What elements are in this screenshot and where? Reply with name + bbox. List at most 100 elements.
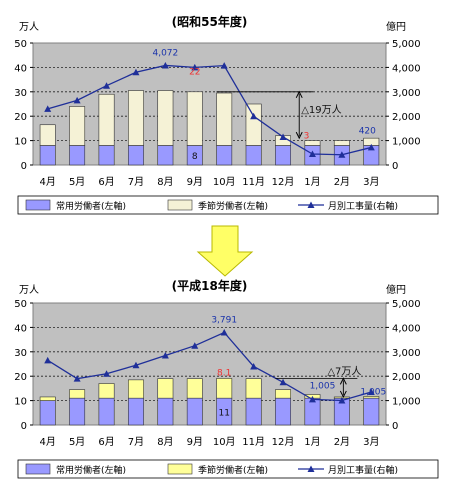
left-axis-unit: 万人	[19, 284, 39, 296]
right-tick-label: 2,000	[392, 112, 421, 123]
chart-title: (昭和55年度)	[172, 14, 248, 29]
bar-seasonal-workers	[245, 378, 262, 399]
x-tick-label: 6月	[98, 176, 114, 188]
right-tick-label: 0	[392, 421, 398, 432]
line-point-marker	[132, 68, 140, 76]
right-tick-label: 5,000	[392, 39, 421, 50]
bar-seasonal-workers	[157, 378, 174, 399]
left-tick-label: 30	[14, 348, 27, 359]
line-point-marker	[250, 112, 258, 120]
left-axis-unit: 万人	[19, 21, 39, 33]
x-tick-label: 2月	[334, 176, 350, 188]
bar-regular-workers	[98, 145, 115, 166]
line-point-marker	[338, 396, 346, 404]
x-tick-label: 2月	[334, 436, 350, 448]
legend-seasonal-workers: 季節労働者(左軸)	[198, 464, 268, 476]
bar-regular-workers	[245, 397, 262, 426]
legend-swatch	[167, 463, 193, 475]
bar-seasonal-workers	[157, 90, 174, 146]
right-tick-label: 4,000	[392, 323, 421, 334]
line-point-marker	[220, 328, 228, 336]
bar-regular-workers	[69, 145, 86, 166]
x-tick-label: 9月	[187, 436, 203, 448]
delta-arrow-head-up	[339, 377, 347, 385]
bar-seasonal-workers	[333, 140, 350, 146]
delta-arrow-head-down	[339, 390, 347, 399]
delta-arrow-head-up	[295, 90, 303, 99]
legend-swatch	[167, 199, 193, 211]
bar-seasonal-workers	[69, 389, 86, 399]
line-point-marker	[73, 375, 81, 382]
line-point-marker	[250, 362, 258, 370]
bar-regular-workers	[186, 397, 203, 426]
legend-construction-volume: 月別工事量(右軸)	[328, 200, 398, 212]
line-point-marker	[367, 388, 375, 396]
line-point-marker	[279, 378, 287, 386]
legend-regular-workers: 常用労働者(左軸)	[56, 464, 126, 476]
annotation-volume-low: 420	[359, 126, 376, 136]
bar-seasonal-workers	[363, 396, 380, 399]
bar-regular-workers	[216, 145, 233, 166]
right-tick-label: 3,000	[392, 88, 421, 99]
left-tick-label: 20	[14, 372, 27, 383]
annotation-worker-decrease: △19万人	[301, 104, 341, 116]
line-point-marker	[367, 143, 375, 151]
legend-box	[17, 195, 439, 215]
bar-seasonal-workers	[304, 140, 321, 146]
line-point-marker	[103, 370, 111, 377]
bar-regular-workers	[275, 397, 291, 426]
legend-box	[17, 459, 439, 479]
line-point-marker	[338, 151, 346, 158]
bar-regular-workers	[39, 400, 56, 426]
bar-regular-workers	[128, 145, 144, 166]
x-tick-label: 3月	[363, 176, 379, 188]
left-tick-label: 40	[14, 323, 27, 334]
bar-regular-workers	[98, 397, 115, 426]
x-tick-label: 8月	[157, 176, 173, 188]
bar-seasonal-workers	[39, 124, 56, 146]
bar-regular-workers	[245, 145, 262, 166]
x-tick-label: 11月	[242, 436, 265, 448]
x-tick-label: 12月	[272, 436, 295, 448]
right-tick-label: 0	[392, 161, 398, 172]
line-point-marker	[44, 356, 52, 364]
legend-construction-volume: 月別工事量(右軸)	[328, 464, 398, 476]
line-point-marker	[191, 63, 199, 71]
chart-title: (平成18年度)	[172, 278, 248, 293]
annotation-seasonal-low: 3	[304, 132, 310, 142]
annotation-regular-workers: 8	[192, 152, 198, 162]
left-tick-label: 20	[14, 112, 27, 123]
down-arrow-shape	[196, 225, 254, 277]
line-point-marker	[161, 351, 169, 359]
annotation-seasonal-peak: 22	[189, 68, 200, 78]
x-tick-label: 11月	[242, 176, 265, 188]
bar-seasonal-workers	[186, 378, 203, 399]
plot-area	[32, 42, 387, 166]
annotation-seasonal-peak: 8.1	[217, 368, 231, 378]
x-tick-label: 12月	[272, 176, 295, 188]
legend-marker	[307, 465, 315, 472]
bar-seasonal-workers	[98, 93, 115, 146]
bar-seasonal-workers	[186, 91, 203, 146]
line-point-marker	[308, 395, 316, 403]
annotation-regular-workers: 11	[218, 409, 229, 419]
right-tick-label: 1,000	[392, 397, 421, 408]
x-tick-label: 5月	[69, 436, 85, 448]
annotation-volume-low: 1,005	[310, 381, 336, 391]
x-tick-label: 5月	[69, 176, 85, 188]
line-point-marker	[73, 96, 81, 104]
line-point-marker	[161, 61, 169, 69]
bar-seasonal-workers	[69, 106, 86, 146]
right-tick-label: 3,000	[392, 348, 421, 359]
line-point-marker	[44, 105, 52, 112]
line-point-marker	[220, 62, 228, 69]
bar-regular-workers	[157, 397, 174, 426]
bar-seasonal-workers	[245, 103, 262, 146]
x-tick-label: 7月	[128, 436, 144, 448]
bar-seasonal-workers	[275, 389, 291, 399]
chart-panel-heisei18: (平成18年度) 万人 億円 0 10 20 30 40 50 0 1,000 2,000 3,000 4…	[14, 278, 439, 479]
x-tick-label: 4月	[40, 176, 56, 188]
right-tick-label: 5,000	[392, 299, 421, 310]
delta-arrow-head-down	[295, 131, 303, 140]
